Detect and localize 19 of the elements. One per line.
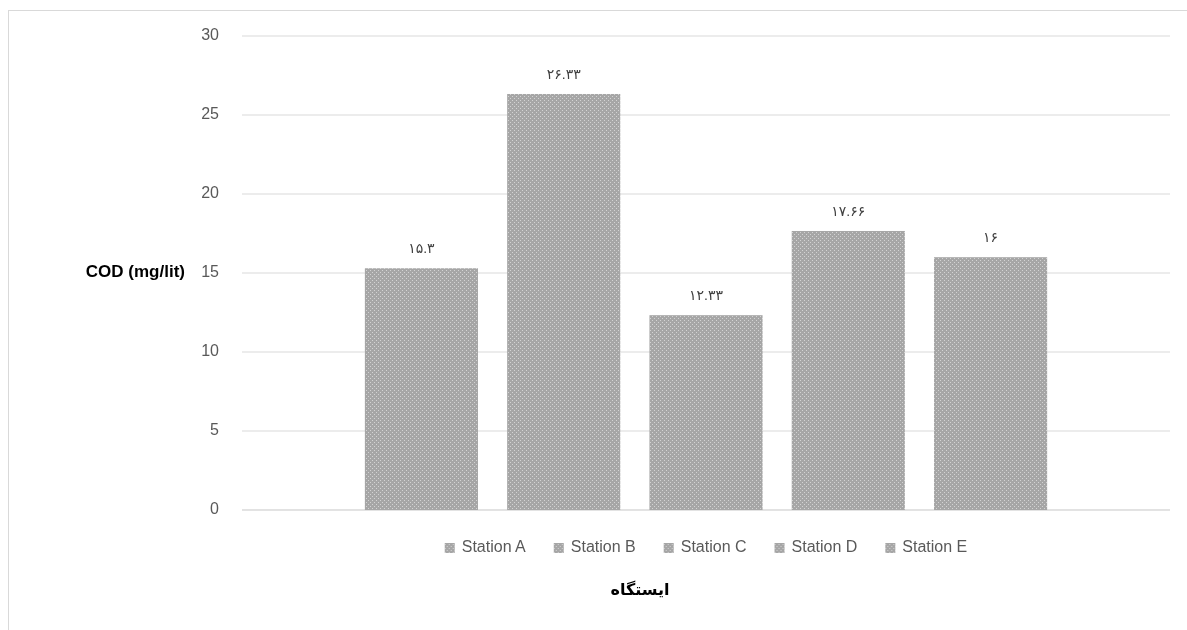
data-label: ۱۷.۶۶ bbox=[831, 202, 866, 219]
legend-label: Station D bbox=[791, 538, 858, 556]
y-tick-label: 15 bbox=[201, 263, 220, 281]
y-tick-label: 25 bbox=[201, 105, 220, 123]
y-tick-label: 5 bbox=[210, 421, 220, 439]
data-label: ۲۶.۳۳ bbox=[546, 65, 582, 82]
data-label: ۱۵.۳ bbox=[408, 239, 436, 256]
legend-label: Station C bbox=[680, 538, 747, 556]
y-tick-label: 10 bbox=[201, 342, 220, 360]
y-tick-label: 0 bbox=[210, 500, 220, 518]
legend-label: Station E bbox=[902, 538, 968, 556]
legend-label: Station A bbox=[461, 538, 527, 556]
legend-label: Station B bbox=[570, 538, 636, 556]
data-label: ۱۶ bbox=[983, 228, 999, 245]
y-axis-title: COD (mg/lit) bbox=[85, 262, 185, 282]
y-tick-label: 30 bbox=[201, 26, 220, 44]
data-label: ۱۲.۳۳ bbox=[689, 286, 724, 303]
x-axis-title: ایستگاه bbox=[610, 580, 670, 599]
y-tick-label: 20 bbox=[201, 184, 220, 202]
